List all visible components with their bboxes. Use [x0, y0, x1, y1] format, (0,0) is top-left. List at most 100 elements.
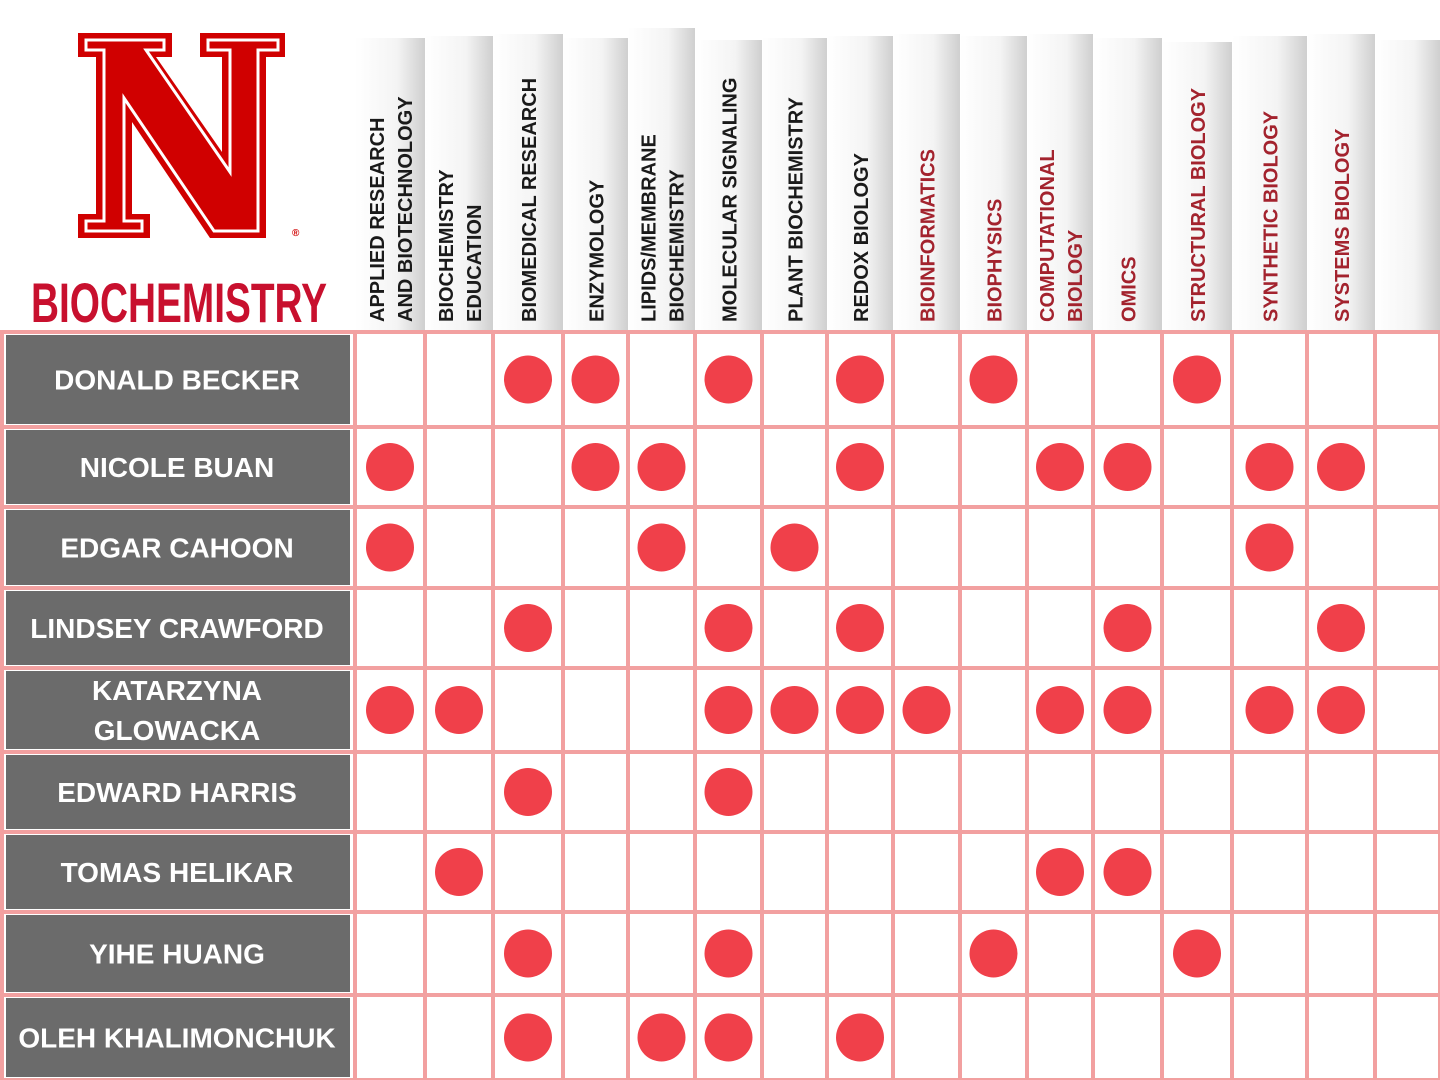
name-cell — [6, 998, 350, 1077]
dot — [1103, 848, 1152, 896]
row-name: EDGAR CAHOON — [60, 533, 293, 564]
column-label: BIOMEDICAL RESEARCH — [519, 78, 541, 322]
dot — [637, 443, 686, 491]
name-cell — [6, 335, 350, 424]
column-label: STRUCTURAL BIOLOGY — [1188, 87, 1210, 322]
dot — [435, 686, 483, 734]
dot — [704, 355, 753, 404]
dot — [1103, 604, 1152, 652]
column-label: BIOPHYSICS — [985, 199, 1007, 322]
dot — [704, 686, 753, 734]
column-label: BIOLOGY — [1065, 229, 1087, 322]
column-label: SYNTHETIC BIOLOGY — [1261, 110, 1283, 322]
header-cell — [628, 28, 695, 330]
row-name: OLEH KHALIMONCHUK — [18, 1023, 335, 1054]
dot — [704, 1013, 753, 1062]
dot — [637, 1013, 686, 1062]
svg-text:®: ® — [292, 228, 300, 239]
row-name: LINDSEY CRAWFORD — [30, 613, 324, 644]
dot — [1317, 443, 1365, 491]
dot — [836, 1013, 884, 1062]
dot — [571, 355, 620, 404]
dot — [969, 929, 1018, 978]
dot — [1036, 848, 1084, 896]
column-label: AND BIOTECHNOLOGY — [395, 96, 417, 322]
dot — [1245, 523, 1294, 572]
row-name: EDWARD HARRIS — [57, 777, 297, 808]
header-cell — [695, 40, 762, 330]
logo: ® — [78, 33, 300, 239]
column-label: COMPUTATIONAL — [1037, 149, 1059, 322]
name-cell — [6, 510, 350, 585]
dot — [1103, 686, 1152, 734]
dot — [836, 686, 884, 734]
name-cell — [6, 430, 350, 504]
header-cell — [762, 38, 827, 330]
dot — [504, 1013, 552, 1062]
dot — [435, 848, 483, 896]
column-label: EDUCATION — [464, 205, 486, 322]
header-cell — [960, 36, 1027, 330]
dot — [504, 768, 552, 816]
header-cell — [1162, 42, 1232, 330]
column-label: BIOINFORMATICS — [918, 149, 940, 322]
dot — [770, 523, 819, 572]
dot — [1103, 443, 1152, 491]
header-cell — [355, 38, 425, 330]
name-cell — [6, 591, 350, 665]
row-name: KATARZYNA — [92, 675, 262, 706]
row-name: NICOLE BUAN — [80, 452, 274, 483]
header-cell — [893, 34, 960, 330]
row-name: YIHE HUANG — [89, 939, 265, 970]
name-cell — [6, 755, 350, 829]
dot — [902, 686, 951, 734]
dot — [1036, 443, 1084, 491]
column-label: SYSTEMS BIOLOGY — [1332, 128, 1354, 322]
header-cell — [563, 38, 628, 330]
header-cell — [1307, 34, 1375, 330]
name-cell — [6, 835, 350, 909]
row-name: GLOWACKA — [94, 715, 260, 746]
column-label: BIOCHEMISTRY — [667, 169, 689, 322]
dot — [366, 523, 414, 572]
name-cell — [6, 915, 350, 992]
header-cell — [1232, 36, 1307, 330]
header-cell — [493, 34, 563, 330]
dot — [704, 604, 753, 652]
dot — [836, 355, 884, 404]
dot — [836, 604, 884, 652]
dot — [637, 523, 686, 572]
dot — [1317, 686, 1365, 734]
column-label: BIOCHEMISTRY — [436, 169, 458, 322]
dot — [969, 355, 1018, 404]
column-label: PLANT BIOCHEMISTRY — [786, 97, 808, 322]
dot — [366, 443, 414, 491]
dot — [1173, 355, 1221, 404]
dot — [836, 443, 884, 491]
header-cell — [827, 36, 893, 330]
header-cell — [1375, 40, 1440, 330]
title: BIOCHEMISTRY — [31, 271, 327, 334]
dot — [504, 604, 552, 652]
dot — [1173, 929, 1221, 978]
header-cell — [1093, 38, 1162, 330]
header-cell — [425, 36, 493, 330]
column-label: MOLECULAR SIGNALING — [720, 78, 742, 322]
dot — [704, 768, 753, 816]
column-label: OMICS — [1119, 256, 1141, 322]
column-label: APPLIED RESEARCH — [367, 118, 389, 322]
dot — [366, 686, 414, 734]
dot — [504, 929, 552, 978]
dot — [571, 443, 620, 491]
dot — [704, 929, 753, 978]
column-label: REDOX BIOLOGY — [851, 152, 873, 322]
dot — [1317, 604, 1365, 652]
column-label: ENZYMOLOGY — [587, 179, 609, 322]
header-cell — [1027, 34, 1093, 330]
dot — [770, 686, 819, 734]
column-label: LIPIDS/MEMBRANE — [639, 134, 661, 322]
name-cell — [6, 671, 350, 749]
row-name: TOMAS HELIKAR — [61, 857, 294, 888]
dot — [1245, 443, 1294, 491]
